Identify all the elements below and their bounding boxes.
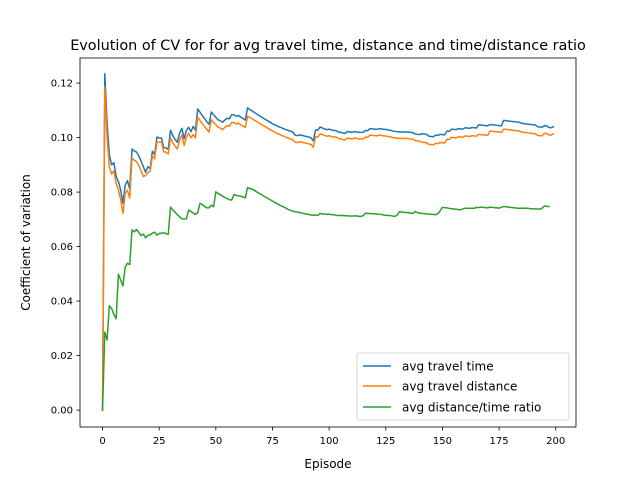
y-tick-label: 0.02 bbox=[51, 351, 73, 362]
x-tick-label: 150 bbox=[433, 436, 452, 447]
y-tick-label: 0.06 bbox=[51, 242, 73, 253]
axes-frame bbox=[79, 57, 577, 428]
y-tick-label: 0.00 bbox=[51, 406, 73, 417]
x-tick-label: 200 bbox=[546, 436, 565, 447]
x-tick-label: 100 bbox=[320, 436, 339, 447]
chart-title: Evolution of CV for for avg travel time,… bbox=[70, 38, 586, 54]
x-tick-label: 75 bbox=[266, 436, 279, 447]
plot-area: 0 25 50 75 100 125 150 175 200 0.000.020.040.060… bbox=[51, 57, 577, 447]
y-tick-label: 0.12 bbox=[51, 79, 73, 90]
y-tick-label: 0.10 bbox=[51, 133, 73, 144]
x-tick-label: 0 bbox=[99, 436, 105, 447]
x-tick-label: 50 bbox=[209, 436, 222, 447]
legend: avg travel time avg travel distance avg … bbox=[356, 352, 570, 421]
x-tick-label: 175 bbox=[490, 436, 509, 447]
series-line-avg-travel-time bbox=[101, 73, 555, 411]
series-line-avg-travel-distance bbox=[101, 86, 555, 411]
y-axis-ticks: 0.00 0.02 0.04 0.06 0.08 0.10 0.12 bbox=[51, 79, 80, 417]
series-layer bbox=[101, 73, 555, 411]
y-tick-label: 0.08 bbox=[51, 188, 73, 199]
legend-box bbox=[356, 352, 570, 421]
series-line-avg-distance-time-ratio bbox=[101, 186, 550, 411]
x-axis-label: Episode bbox=[304, 457, 351, 471]
x-axis-ticks: 0 25 50 75 100 125 150 175 200 bbox=[99, 427, 565, 447]
legend-label-avg-distance-time-ratio: avg distance/time ratio bbox=[402, 401, 541, 415]
y-axis-label: Coefficient of variation bbox=[19, 174, 33, 311]
legend-label-avg-travel-distance: avg travel distance bbox=[402, 380, 517, 394]
y-tick-label: 0.04 bbox=[51, 297, 73, 308]
legend-label-avg-travel-time: avg travel time bbox=[402, 360, 494, 374]
x-tick-label: 125 bbox=[376, 436, 395, 447]
x-tick-label: 25 bbox=[153, 436, 166, 447]
